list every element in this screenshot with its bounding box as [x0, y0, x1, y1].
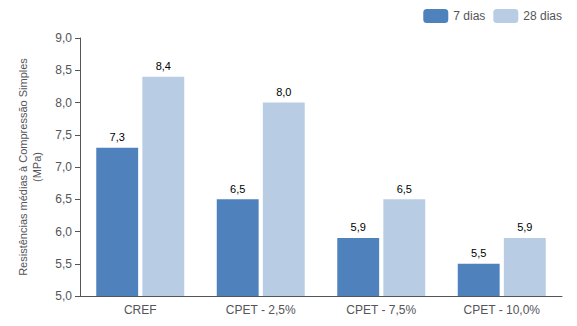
svg-text:6,0: 6,0 [55, 225, 72, 239]
svg-text:7,3: 7,3 [110, 131, 125, 143]
svg-text:8,4: 8,4 [156, 60, 171, 72]
svg-text:6,5: 6,5 [397, 183, 412, 195]
svg-text:6,5: 6,5 [230, 183, 245, 195]
svg-text:9,0: 9,0 [55, 31, 72, 45]
svg-text:7,0: 7,0 [55, 160, 72, 174]
svg-text:5,5: 5,5 [471, 247, 486, 259]
svg-text:CPET - 7,5%: CPET - 7,5% [346, 303, 416, 317]
svg-text:7 dias: 7 dias [453, 9, 485, 23]
svg-text:CPET - 2,5%: CPET - 2,5% [226, 303, 296, 317]
svg-text:Resistências médias à Compress: Resistências médias à Compressão Simples [17, 58, 29, 276]
svg-text:7,5: 7,5 [55, 128, 72, 142]
svg-text:8,0: 8,0 [276, 86, 291, 98]
svg-text:6,5: 6,5 [55, 192, 72, 206]
svg-text:28 dias: 28 dias [523, 9, 562, 23]
svg-text:5,0: 5,0 [55, 289, 72, 303]
svg-text:8,5: 8,5 [55, 63, 72, 77]
svg-text:8,0: 8,0 [55, 96, 72, 110]
svg-text:(MPa): (MPa) [31, 152, 43, 182]
svg-text:CPET - 10,0%: CPET - 10,0% [464, 303, 541, 317]
svg-text:5,9: 5,9 [517, 221, 532, 233]
svg-text:5,5: 5,5 [55, 257, 72, 271]
svg-text:5,9: 5,9 [351, 221, 366, 233]
svg-text:CREF: CREF [124, 303, 157, 317]
